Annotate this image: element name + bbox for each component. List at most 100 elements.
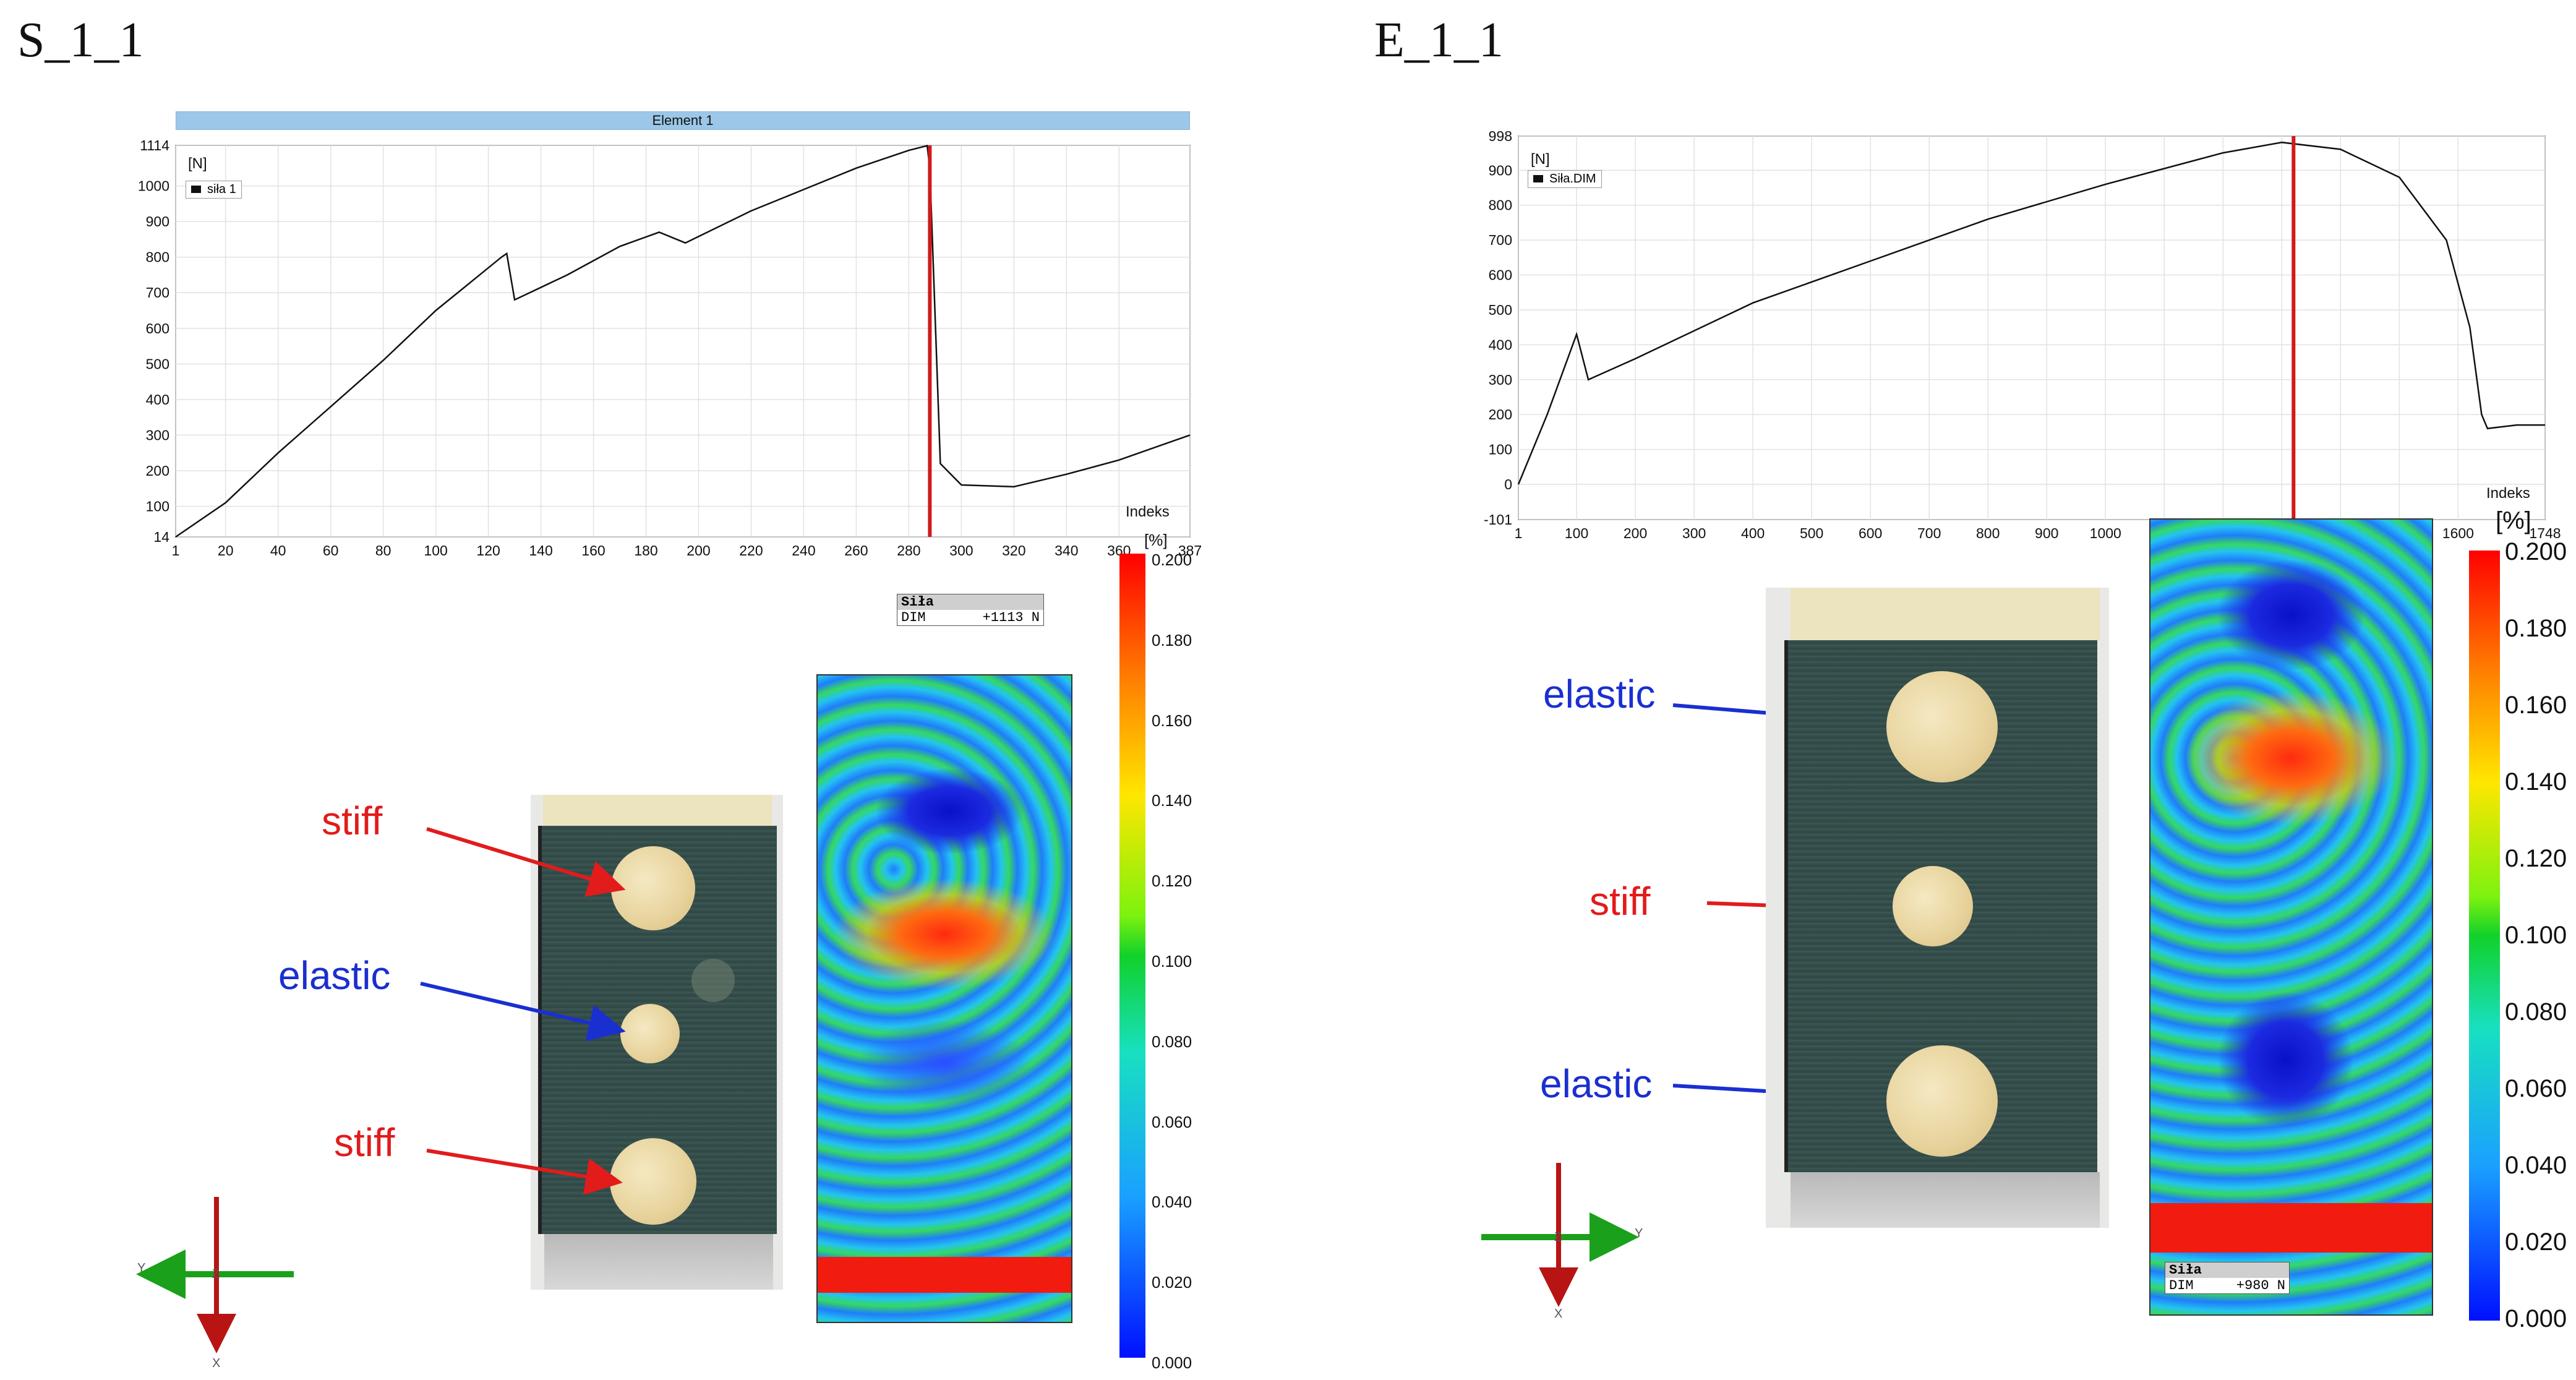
x-tick-label: 400 [1741, 525, 1765, 541]
colorbar-tick-label: 0.200 [2505, 538, 2567, 565]
y-tick-label: 0 [1504, 476, 1512, 492]
x-tick-label: 500 [1800, 525, 1823, 541]
left-sila-box: Siła DIM +1113 N [897, 594, 1044, 626]
left-x-axis-label: Indeks [1126, 504, 1170, 520]
right-x-axis-label: Indeks [2486, 485, 2530, 502]
left-legend-swatch [191, 186, 201, 193]
right-axis-z-label: Z [1554, 1230, 1562, 1244]
x-tick-label: 1748 [2529, 525, 2561, 541]
left-colorbar [1119, 554, 1145, 1358]
x-tick-label: 180 [634, 542, 657, 559]
right-insert-top [1886, 671, 1998, 782]
y-tick-label: 800 [1489, 197, 1512, 213]
colorbar-tick-label: 0.140 [2505, 768, 2567, 795]
y-tick-label: 700 [1489, 232, 1512, 248]
y-tick-label: 300 [1489, 372, 1512, 388]
right-label-elastic-bottom: elastic [1540, 1061, 1653, 1106]
x-tick-label: 120 [476, 542, 500, 559]
x-tick-label: 1 [1515, 525, 1523, 541]
colorbar-tick-label: 0.120 [2505, 845, 2567, 872]
x-tick-label: 60 [323, 542, 339, 559]
left-force-chart: Element 1 1 20 40 60 80 100 120 140 160 180 200 220… [124, 111, 1212, 581]
right-legend: Siła.DIM [1528, 170, 1602, 188]
x-tick-label: 700 [1917, 525, 1941, 541]
y-tick-label: 100 [1489, 442, 1512, 458]
colorbar-tick-label: 0.000 [2505, 1305, 2567, 1332]
y-tick-label: 300 [146, 427, 169, 443]
colorbar-tick-label: 0.120 [1152, 872, 1192, 891]
colorbar-tick-label: 0.020 [2505, 1228, 2567, 1256]
x-tick-label: 260 [844, 542, 868, 559]
right-specimen-tab [1791, 588, 2100, 640]
right-axis-y-label: Y [1635, 1227, 1643, 1240]
x-tick-label: 1 [172, 542, 180, 559]
right-specimen-photo [1766, 588, 2109, 1228]
left-strain-map [816, 674, 1072, 1323]
x-tick-label: 20 [218, 542, 234, 559]
right-axis-x-label: X [1554, 1307, 1562, 1321]
right-panel-title: E_1_1 [1374, 13, 1504, 67]
x-tick-label: 600 [1859, 525, 1882, 541]
left-arrow-elastic [420, 982, 626, 1042]
right-sila-row: DIM +980 N [2165, 1278, 2289, 1293]
left-label-stiff-top: stiff [322, 799, 383, 843]
x-tick-label: 200 [1624, 525, 1647, 541]
left-sila-value: +1113 N [982, 610, 1040, 625]
y-tick-label: 900 [146, 213, 169, 229]
left-strain-red-band [818, 1257, 1071, 1293]
y-tick-label: 200 [1489, 406, 1512, 422]
y-tick-label: 1000 [138, 178, 169, 194]
left-arrow-stiff-top [426, 827, 626, 897]
x-tick-label: 900 [2035, 525, 2058, 541]
right-colorbar-unit: [%] [2496, 507, 2531, 534]
right-strain-red-band [2150, 1203, 2432, 1253]
x-tick-label: 240 [792, 542, 815, 559]
x-tick-label: 220 [739, 542, 763, 559]
colorbar-tick-label: 0.160 [2505, 692, 2567, 719]
y-tick-label: 600 [1489, 267, 1512, 283]
right-colorbar [2469, 551, 2500, 1321]
colorbar-tick-label: 0.040 [2505, 1152, 2567, 1179]
right-force-series [1517, 141, 2545, 485]
left-sila-header: Siła [897, 594, 1043, 610]
right-specimen-clamp [1791, 1172, 2100, 1228]
x-tick-label: 1600 [2442, 525, 2474, 541]
right-label-elastic-top: elastic [1543, 672, 1656, 716]
colorbar-tick-label: 0.100 [1152, 952, 1192, 971]
right-legend-swatch [1533, 175, 1543, 182]
colorbar-tick-label: 0.080 [2505, 998, 2567, 1026]
right-label-stiff: stiff [1590, 879, 1651, 924]
right-y-unit: [N] [1531, 151, 1550, 168]
colorbar-tick-label: 0.200 [1152, 551, 1192, 569]
right-force-chart: 1100200300400500600700800900100011001200… [1463, 114, 2570, 547]
x-tick-label: 300 [949, 542, 973, 559]
right-sila-header: Siła [2165, 1262, 2289, 1278]
left-axis-y-label: Y [137, 1261, 145, 1275]
colorbar-tick-label: 0.180 [2505, 615, 2567, 642]
left-insert-bottom [610, 1138, 696, 1225]
x-tick-label: 100 [1565, 525, 1588, 541]
left-force-series [175, 145, 1191, 538]
y-tick-label: 400 [146, 392, 169, 408]
y-tick-label: 800 [146, 249, 169, 265]
colorbar-tick-label: 0.060 [1152, 1112, 1192, 1131]
y-tick-label: 500 [146, 356, 169, 372]
x-tick-label: 340 [1055, 542, 1078, 559]
y-tick-label: 998 [1489, 128, 1512, 144]
x-tick-label: 320 [1002, 542, 1025, 559]
right-sila-label: DIM [2169, 1278, 2194, 1293]
y-tick-label: 500 [1489, 302, 1512, 318]
y-tick-label: 200 [146, 463, 169, 479]
left-sila-label: DIM [901, 610, 926, 625]
plot-area [1518, 135, 2546, 520]
x-tick-label: 280 [897, 542, 920, 559]
colorbar-tick-label: 0.180 [1152, 630, 1192, 649]
x-tick-label: 300 [1682, 525, 1706, 541]
left-legend-label: siła 1 [207, 182, 236, 196]
left-label-stiff-bottom: stiff [334, 1120, 395, 1165]
left-label-elastic: elastic [278, 953, 391, 998]
y-tick-label: 700 [146, 285, 169, 301]
colorbar-tick-label: 0.040 [1152, 1193, 1192, 1212]
y-tick-label: 900 [1489, 162, 1512, 178]
